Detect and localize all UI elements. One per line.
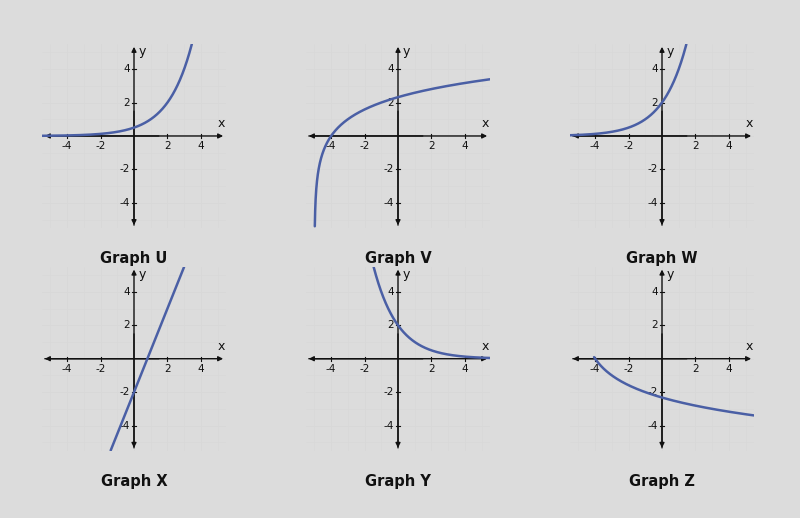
Text: 2: 2 — [692, 364, 698, 373]
Text: 2: 2 — [428, 364, 434, 373]
Text: -2: -2 — [383, 164, 394, 175]
Text: -2: -2 — [647, 164, 658, 175]
Text: 4: 4 — [123, 287, 130, 297]
Text: Graph W: Graph W — [626, 251, 698, 266]
Text: 4: 4 — [726, 364, 732, 373]
Text: 2: 2 — [123, 97, 130, 108]
Text: 4: 4 — [198, 364, 204, 373]
Text: Graph Y: Graph Y — [365, 474, 431, 489]
Text: -2: -2 — [95, 141, 106, 151]
Text: x: x — [218, 340, 225, 353]
Text: 2: 2 — [164, 364, 170, 373]
Text: 2: 2 — [387, 320, 394, 330]
Text: 2: 2 — [387, 97, 394, 108]
Text: y: y — [402, 45, 410, 58]
Text: 4: 4 — [726, 141, 732, 151]
Text: -2: -2 — [383, 387, 394, 397]
Text: 2: 2 — [692, 141, 698, 151]
Text: -4: -4 — [119, 198, 130, 208]
Text: -4: -4 — [62, 141, 72, 151]
Text: 2: 2 — [651, 97, 658, 108]
Text: -2: -2 — [119, 387, 130, 397]
Text: y: y — [666, 268, 674, 281]
Text: 4: 4 — [123, 64, 130, 74]
Text: -2: -2 — [359, 364, 370, 373]
Text: -4: -4 — [647, 198, 658, 208]
Text: -4: -4 — [383, 421, 394, 430]
Text: 4: 4 — [462, 141, 468, 151]
Text: -2: -2 — [623, 141, 634, 151]
Text: 4: 4 — [462, 364, 468, 373]
Text: 2: 2 — [651, 320, 658, 330]
Text: 2: 2 — [164, 141, 170, 151]
Text: 4: 4 — [651, 287, 658, 297]
Text: 4: 4 — [387, 64, 394, 74]
Text: 4: 4 — [198, 141, 204, 151]
Text: y: y — [666, 45, 674, 58]
Text: -4: -4 — [62, 364, 72, 373]
Text: y: y — [138, 268, 146, 281]
Text: -2: -2 — [95, 364, 106, 373]
Text: -4: -4 — [326, 141, 336, 151]
Text: y: y — [402, 268, 410, 281]
Text: x: x — [482, 117, 489, 130]
Text: -4: -4 — [383, 198, 394, 208]
Text: 4: 4 — [651, 64, 658, 74]
Text: Graph Z: Graph Z — [629, 474, 695, 489]
Text: Graph U: Graph U — [100, 251, 168, 266]
Text: y: y — [138, 45, 146, 58]
Text: Graph X: Graph X — [101, 474, 167, 489]
Text: x: x — [482, 340, 489, 353]
Text: 2: 2 — [123, 320, 130, 330]
Text: x: x — [746, 117, 753, 130]
Text: -4: -4 — [119, 421, 130, 430]
Text: x: x — [746, 340, 753, 353]
Text: -2: -2 — [119, 164, 130, 175]
Text: x: x — [218, 117, 225, 130]
Text: -4: -4 — [590, 141, 600, 151]
Text: -4: -4 — [326, 364, 336, 373]
Text: -2: -2 — [623, 364, 634, 373]
Text: 4: 4 — [387, 287, 394, 297]
Text: -2: -2 — [647, 387, 658, 397]
Text: 2: 2 — [428, 141, 434, 151]
Text: -4: -4 — [590, 364, 600, 373]
Text: -4: -4 — [647, 421, 658, 430]
Text: Graph V: Graph V — [365, 251, 431, 266]
Text: -2: -2 — [359, 141, 370, 151]
